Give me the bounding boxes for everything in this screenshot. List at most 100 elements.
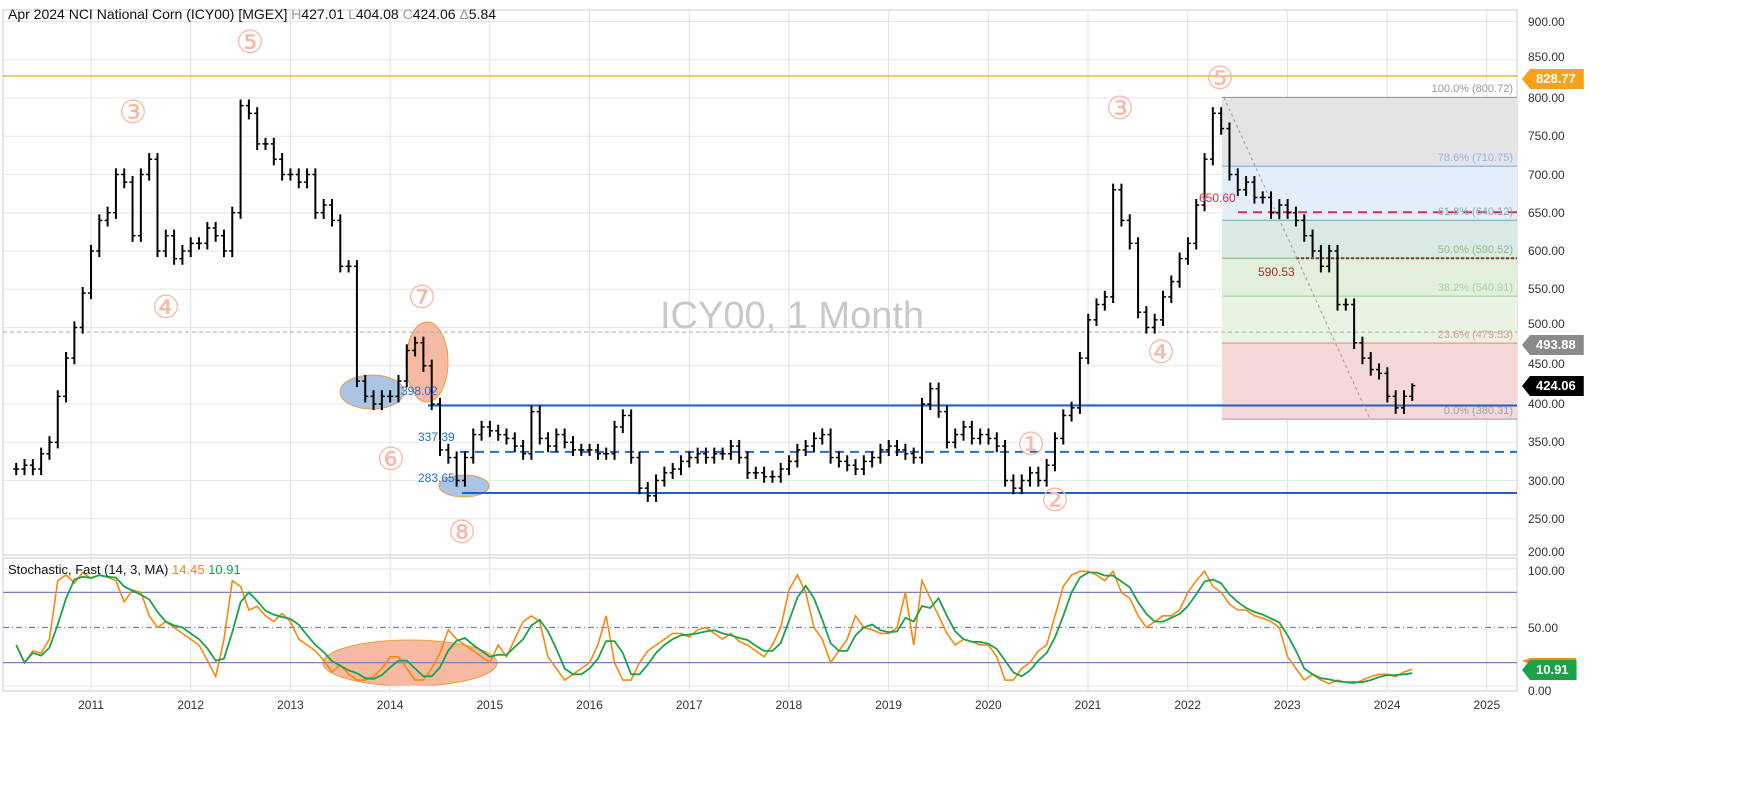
stochastic-title: Stochastic, Fast (14, 3, MA) [8,562,169,577]
year-axis-label: 2024 [1373,698,1401,712]
year-axis-label: 2012 [177,698,205,712]
price-bar [810,432,817,453]
price-bar [1193,198,1200,250]
stochastic-pane-frame [2,557,1518,692]
wave-label: ⑧ [447,513,477,551]
price-bar [661,466,668,487]
price-bar [686,451,693,468]
price-bar [270,137,277,166]
price-bar [1143,306,1150,334]
price-bar [220,229,227,258]
fib-label: 50.0% (590.52) [1437,244,1513,257]
year-axis-label: 2013 [277,698,304,712]
wave-label: ⑤ [1205,59,1235,97]
fib-trend-line [1223,97,1371,420]
price-bar [445,443,452,464]
fib-label: 23.6% (479.53) [1437,329,1513,342]
price-bar [1309,229,1316,258]
price-bar [1002,439,1009,487]
price-bar [129,176,136,242]
price-bar [320,198,327,219]
price-bar [146,153,153,181]
price-bar [337,214,344,273]
price-axis-label: 900.00 [1528,14,1565,29]
price-bar [370,390,377,411]
fib-zone [1222,296,1517,344]
price-bar [121,168,128,189]
price-bar [503,428,510,445]
price-bar [885,439,892,457]
price-bar [943,405,950,449]
price-bar [852,459,859,476]
wave-label: ③ [118,93,148,131]
price-bar [1259,191,1266,204]
wave-label: ③ [1105,89,1135,127]
level-label-650: 650.60 [1199,191,1236,205]
price-bar [1018,474,1025,495]
stochastic-d-line [15,571,1413,683]
year-axis-label: 2025 [1473,698,1501,712]
price-axis-label: 250.00 [1528,511,1565,526]
price-axis-label: 650.00 [1528,205,1565,220]
price-bar [196,237,203,250]
price-bar [827,428,834,464]
price-axis-label: 350.00 [1528,435,1565,450]
price-bar [237,99,244,219]
fib-label: 61.8% (640.12) [1437,206,1513,219]
price-tag-last: 424.06 [1522,376,1584,396]
price-bar [112,168,119,219]
price-bar [254,107,261,151]
price-bar [1176,252,1183,288]
price-bar [1159,290,1166,326]
stoch-d-tag: 10.91 [1522,660,1577,680]
price-bar [412,336,419,357]
close-value: 424.06 [412,6,456,22]
year-axis-label: 2017 [675,698,703,712]
price-bar [910,447,917,464]
price-bar [835,451,842,468]
fib-label: 38.2% (540.91) [1437,282,1513,295]
price-bar [1218,107,1225,135]
price-bar [1060,409,1067,445]
price-bar [536,405,543,445]
price-bar [528,405,535,460]
year-axis-label: 2023 [1274,698,1301,712]
price-bar [104,206,111,227]
price-bar [952,428,959,449]
price-bar [702,447,709,464]
price-axis-label: 550.00 [1528,282,1565,297]
price-bar [38,447,45,476]
price-axis-label: 300.00 [1528,473,1565,488]
price-tag-828: 828.77 [1522,69,1584,89]
price-bar [495,424,502,441]
price-bar [511,432,518,453]
high-label: H [291,6,302,22]
price-bar [520,439,527,460]
price-bar [204,221,211,250]
year-axis-label: 2014 [376,698,404,712]
price-bar [1010,474,1017,495]
price-bar [1068,401,1075,422]
stochastic-axis-label: 100.00 [1528,564,1565,578]
price-bar [1317,244,1324,273]
price-bar [653,474,660,502]
price-bar [1093,298,1100,326]
price-bar [29,459,36,476]
price-bar [669,462,676,479]
change-label: Δ [459,6,469,22]
wave-label: ⑤ [235,23,265,61]
price-axis-label: 200.00 [1528,545,1565,559]
price-bar [678,455,685,476]
price-bar [968,420,975,445]
price-bar [395,374,402,403]
price-bar [977,428,984,445]
year-axis-label: 2011 [78,698,104,712]
stochastic-header: Stochastic, Fast (14, 3, MA) 14.45 10.91 [8,562,241,577]
level-label-590: 590.53 [1258,265,1295,279]
wave-label: ⑥ [376,440,406,478]
price-bar [711,447,718,464]
price-bar [719,447,726,460]
price-bar [1359,336,1366,365]
price-axis-label: 850.00 [1528,49,1565,64]
price-bar [478,420,485,441]
